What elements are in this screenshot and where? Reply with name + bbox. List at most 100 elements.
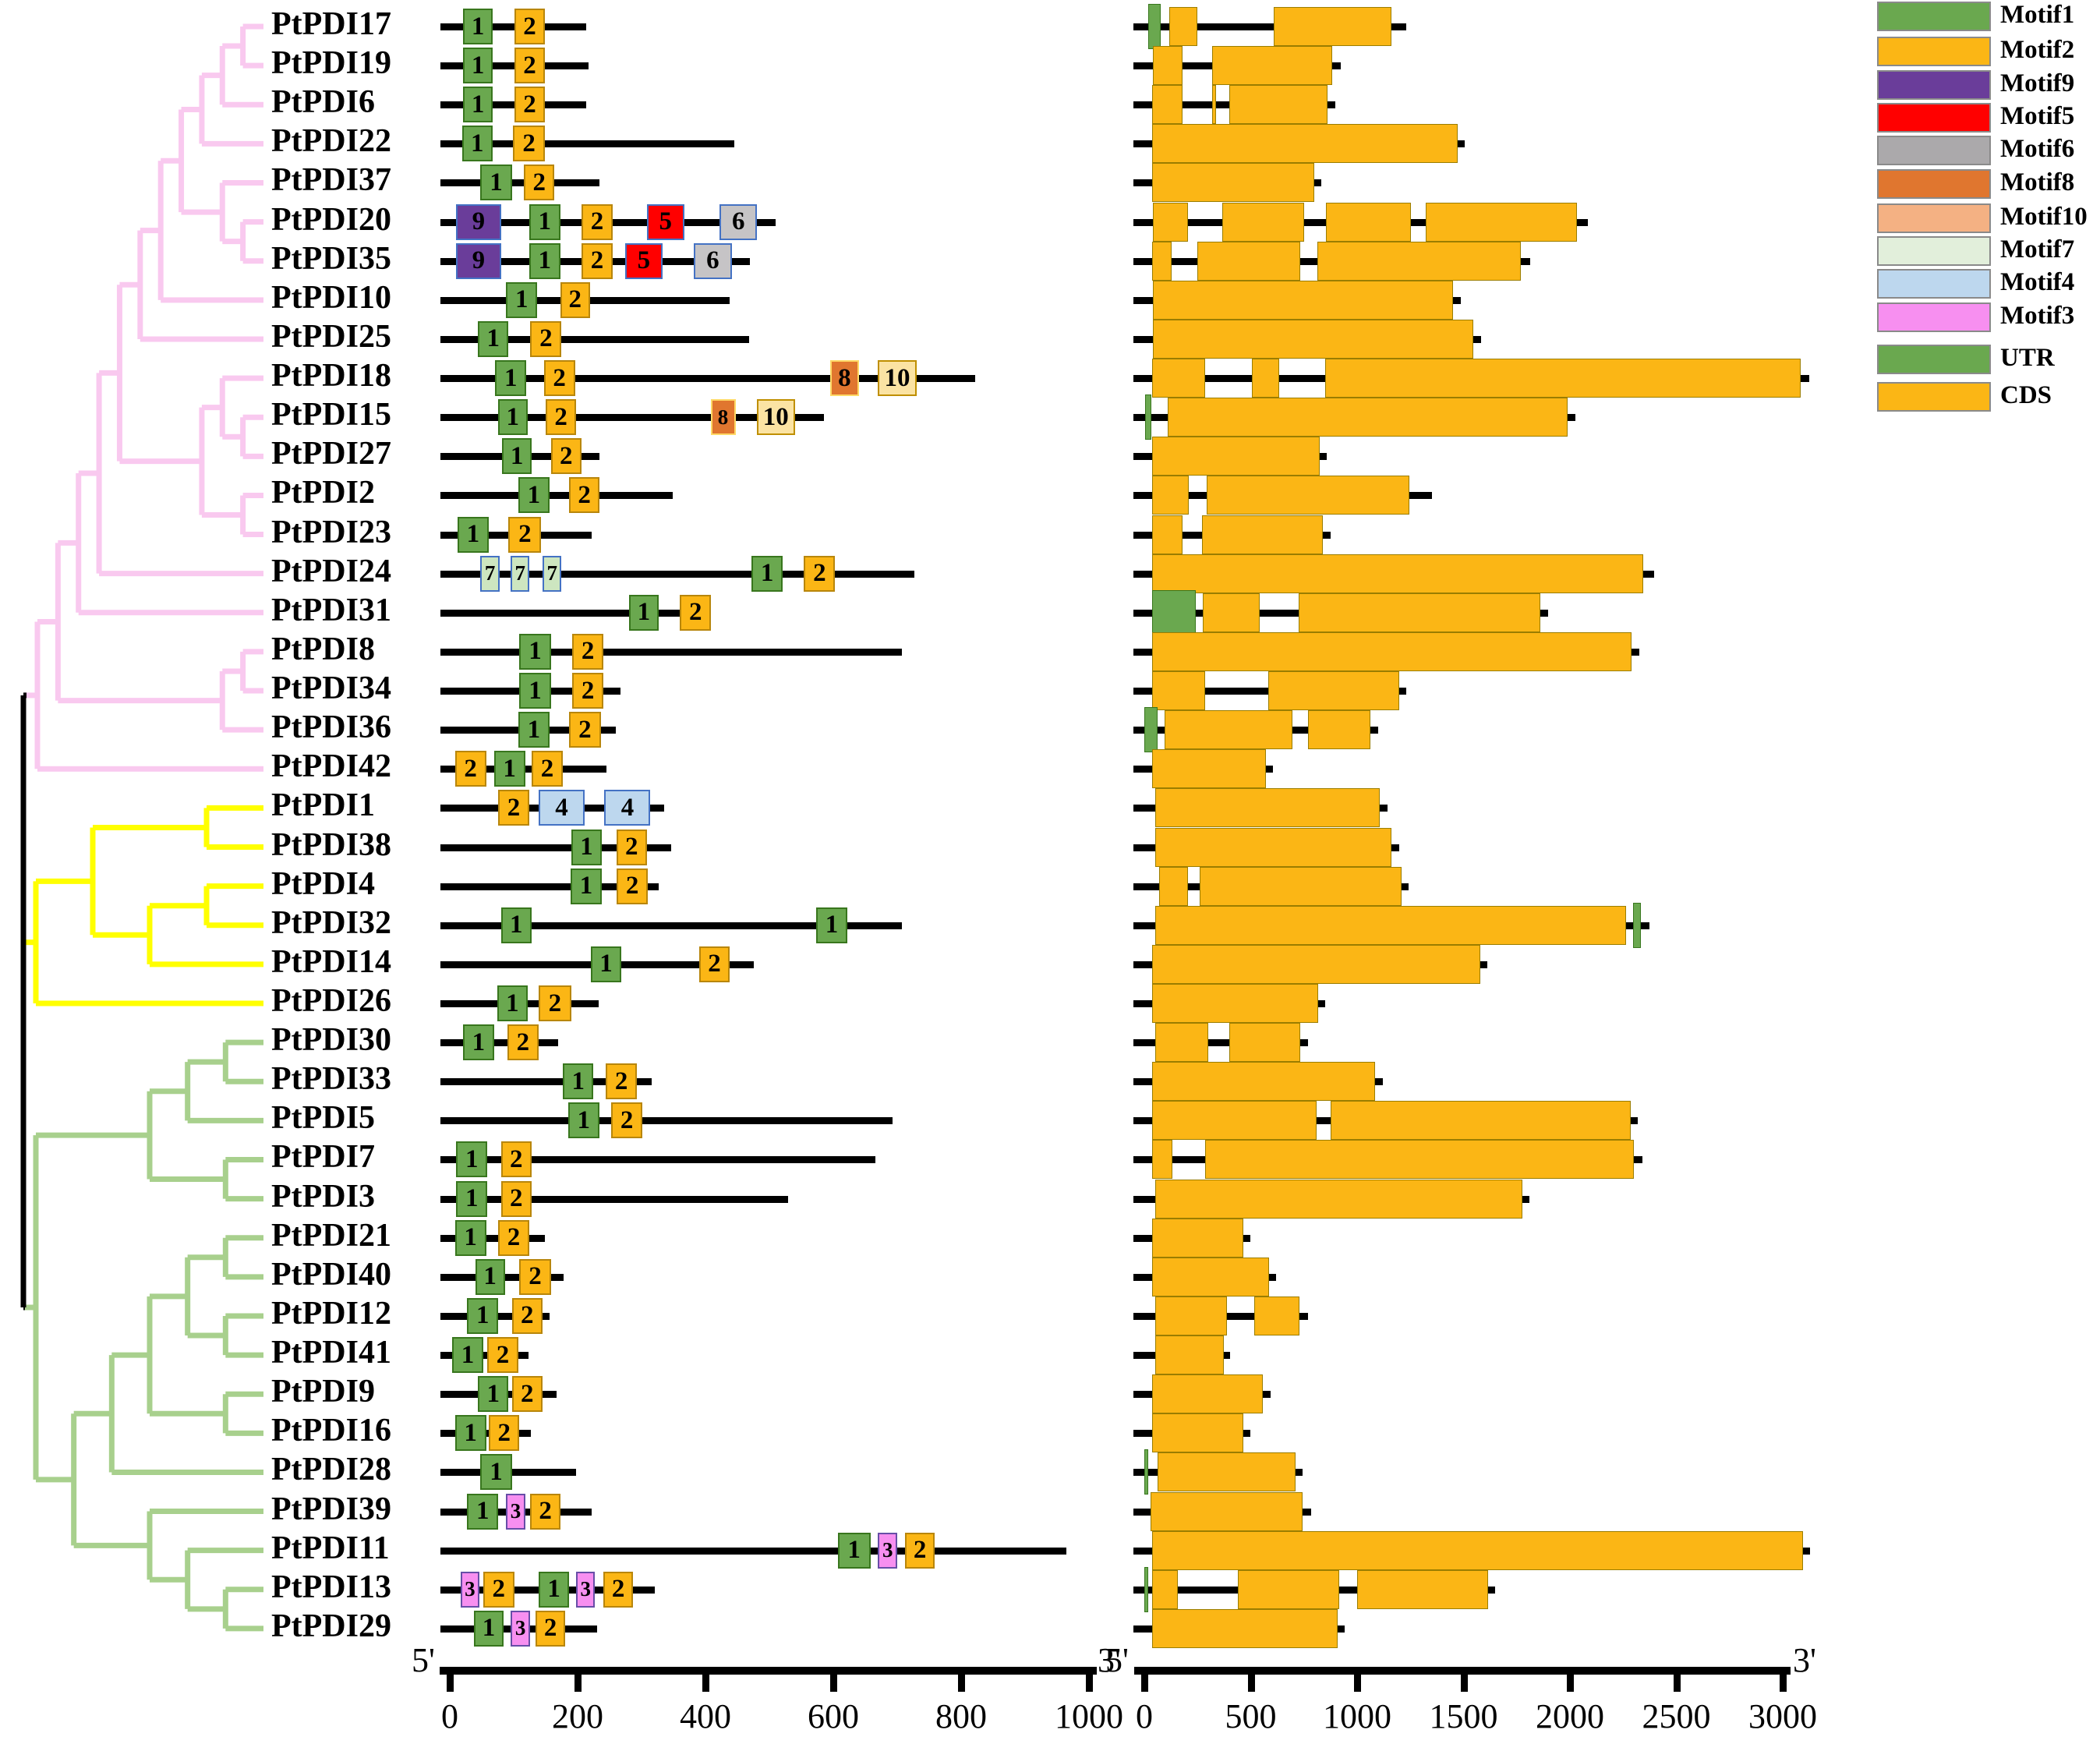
cds-segment xyxy=(1211,46,1333,86)
legend-swatch-motif4 xyxy=(1877,269,1991,299)
cds-segment xyxy=(1229,1023,1301,1063)
gene-label: PtPDI40 xyxy=(271,1256,391,1293)
motif1-box: 1 xyxy=(456,1180,488,1217)
protein-backbone-line xyxy=(440,922,902,929)
cds-segment xyxy=(1168,7,1197,46)
motif2-box: 2 xyxy=(617,829,647,865)
cds-segment xyxy=(1151,1062,1376,1102)
motif2-box: 2 xyxy=(500,1180,532,1217)
cds-segment xyxy=(1151,984,1319,1023)
motif2-box: 2 xyxy=(530,1493,560,1530)
gene-label: PtPDI14 xyxy=(271,943,391,980)
gene-label: PtPDI7 xyxy=(271,1139,375,1176)
motif2-box: 2 xyxy=(498,790,529,826)
motif2-box: 2 xyxy=(611,1102,642,1139)
cds-segment xyxy=(1151,359,1206,398)
gene-label: PtPDI21 xyxy=(271,1217,391,1254)
gene-label: PtPDI16 xyxy=(271,1413,391,1449)
cds-segment xyxy=(1151,631,1632,671)
legend-label-motif8: Motif8 xyxy=(2000,168,2075,196)
motif2-box: 2 xyxy=(535,1610,566,1647)
cds-segment xyxy=(1152,46,1183,86)
gene-label: PtPDI20 xyxy=(271,201,391,238)
cds-segment xyxy=(1253,1296,1300,1335)
motif2-box: 2 xyxy=(804,555,836,592)
gene-label: PtPDI37 xyxy=(271,162,391,199)
protein-backbone-line xyxy=(440,179,600,187)
motif7-box: 7 xyxy=(480,555,500,592)
legend-swatch-motif3 xyxy=(1877,302,1991,332)
cds-segment xyxy=(1152,280,1454,320)
cds-segment xyxy=(1205,1140,1635,1180)
motif3-box: 3 xyxy=(576,1571,596,1608)
gene-label: PtPDI42 xyxy=(271,748,391,785)
motif2-box: 2 xyxy=(507,1024,539,1061)
gene-label: PtPDI5 xyxy=(271,1100,375,1137)
motif-axis-tick-label: 200 xyxy=(552,1697,603,1735)
motif2-box: 2 xyxy=(543,360,575,397)
gene-label: PtPDI32 xyxy=(271,904,391,941)
cds-segment xyxy=(1154,1335,1224,1375)
cds-segment xyxy=(1151,749,1266,789)
cds-segment xyxy=(1151,476,1190,515)
utr-segment xyxy=(1632,902,1641,948)
motif2-box: 2 xyxy=(572,673,603,709)
gene-label: PtPDI29 xyxy=(271,1608,391,1644)
legend-label-utr: UTR xyxy=(2000,344,2055,372)
gene-label: PtPDI11 xyxy=(271,1530,390,1566)
phylo-tree xyxy=(20,23,263,1632)
motif1-box: 1 xyxy=(502,438,532,475)
motif2-box: 2 xyxy=(489,1415,520,1452)
motif1-box: 1 xyxy=(538,1571,570,1608)
structure-axis-tick-label: 3000 xyxy=(1748,1697,1817,1735)
cds-segment xyxy=(1151,1530,1803,1570)
motif1-box: 1 xyxy=(519,673,551,709)
motif2-box: 2 xyxy=(572,633,603,670)
motif2-box: 2 xyxy=(606,1063,638,1100)
cds-segment xyxy=(1326,202,1411,242)
cds-segment xyxy=(1157,1452,1296,1492)
motif5-box: 5 xyxy=(646,203,684,240)
motif2-box: 2 xyxy=(581,203,613,240)
protein-backbone-line xyxy=(440,844,671,851)
cds-segment xyxy=(1151,1101,1317,1141)
cds-segment xyxy=(1168,398,1568,437)
cds-segment xyxy=(1201,515,1324,554)
gene-label: PtPDI18 xyxy=(271,358,391,394)
cds-segment xyxy=(1151,163,1315,203)
motif1-box: 1 xyxy=(529,242,560,279)
legend-swatch-motif1 xyxy=(1877,2,1991,31)
legend-swatch-motif8 xyxy=(1877,169,1991,199)
gene-label: PtPDI26 xyxy=(271,983,391,1019)
motif1-box: 1 xyxy=(467,1297,499,1334)
gene-label: PtPDI22 xyxy=(271,123,391,160)
motif2-box: 2 xyxy=(550,438,582,475)
structure-axis-tick-label: 1500 xyxy=(1429,1697,1498,1735)
motif1-box: 1 xyxy=(478,1376,509,1413)
cds-segment xyxy=(1151,241,1172,281)
cds-segment xyxy=(1325,359,1801,398)
motif2-box: 2 xyxy=(904,1532,935,1569)
cds-segment xyxy=(1356,1569,1489,1609)
motif1-box: 1 xyxy=(480,164,512,201)
gene-label: PtPDI19 xyxy=(271,45,391,82)
motif10-box: 10 xyxy=(878,360,917,397)
cds-segment xyxy=(1197,241,1301,281)
motif2-box: 2 xyxy=(680,594,712,631)
motif2-box: 2 xyxy=(454,751,486,787)
cds-segment xyxy=(1151,1257,1270,1297)
structure-axis-tick-label: 2500 xyxy=(1642,1697,1711,1735)
cds-segment xyxy=(1151,85,1183,125)
cds-segment xyxy=(1152,319,1474,359)
gene-label: PtPDI2 xyxy=(271,475,375,511)
motif1-box: 1 xyxy=(456,1141,488,1178)
gene-label: PtPDI9 xyxy=(271,1374,375,1410)
cds-segment xyxy=(1307,710,1371,750)
legend-label-motif7: Motif7 xyxy=(2000,235,2075,264)
cds-segment xyxy=(1331,1101,1631,1141)
motif2-box: 2 xyxy=(519,1258,551,1295)
motif1-box: 1 xyxy=(751,555,783,592)
cds-segment xyxy=(1154,827,1391,867)
legend-label-motif6: Motif6 xyxy=(2000,135,2075,163)
cds-segment xyxy=(1151,124,1458,164)
